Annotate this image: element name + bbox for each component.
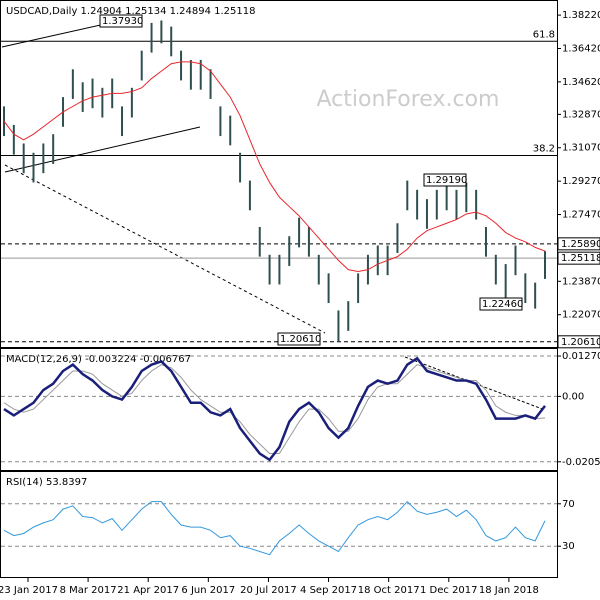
x-tick-label: 6 Jun 2017 [181,585,235,596]
panel-title: MACD(12,26,9) -0.003224 -0.006767 [6,354,191,365]
y-tick-label: 0.012707 [562,351,600,362]
macd-line [3,356,546,462]
x-tick-label: 21 Apr 2017 [117,585,179,596]
y-tick-label: 1.36420 [562,43,600,54]
watermark: ActionForex.com [317,87,500,112]
y-tick-label: -0.020599 [562,457,600,468]
annotation: 1.29190 [426,175,467,186]
annotation-box [99,14,143,28]
annotation-box [423,173,467,187]
macd-frame [0,348,558,471]
x-tick-label: 4 Sep 2017 [300,585,357,596]
annotation: 1.22460 [482,299,523,310]
level-label: 1.25118 [561,253,600,264]
fib-label: 61.8 [533,29,555,40]
x-tick-label: 8 Mar 2017 [60,585,117,596]
y-tick-label: 1.32870 [562,109,600,120]
trend-line [4,126,201,173]
x-tick-label: 23 Jan 2017 [0,585,58,596]
y-tick-label: 1.27470 [562,210,600,221]
annotation: 1.20610 [280,334,321,345]
rsi-frame [0,471,558,578]
x-tick-label: 18 Jan 2018 [479,585,539,596]
level-box [557,237,600,251]
panel-title: USDCAD,Daily 1.24904 1.25134 1.24894 1.2… [6,6,256,17]
annotation-box [277,332,321,346]
annotation: 1.37930 [102,16,143,27]
signal-line [3,364,546,455]
fib-label: 38.2 [533,144,555,155]
y-tick-label: 70 [562,499,575,510]
level-label: 1.20610 [561,337,600,348]
moving-average [3,61,546,273]
annotation-box [479,297,523,311]
x-tick-label: 1 Dec 2017 [420,585,478,596]
x-tick-label: 18 Oct 2017 [358,585,420,596]
price-frame [0,0,558,348]
level-label: 1.25890 [561,239,600,250]
y-tick-label: 1.31070 [562,143,600,154]
panel-title: RSI(14) 53.8397 [6,477,87,488]
y-tick-label: 1.29270 [562,176,600,187]
level-box [557,251,600,265]
x-tick-label: 20 Jul 2017 [240,585,297,596]
trend-line [4,164,326,334]
y-tick-label: 1.22070 [562,310,600,321]
y-tick-label: 1.38220 [562,10,600,21]
rsi-line [3,500,546,556]
level-box [557,335,600,349]
y-tick-label: 1.23870 [562,276,600,287]
y-tick-label: 1.34620 [562,77,600,88]
y-tick-label: 0.00 [562,391,584,402]
y-tick-label: 30 [562,541,575,552]
